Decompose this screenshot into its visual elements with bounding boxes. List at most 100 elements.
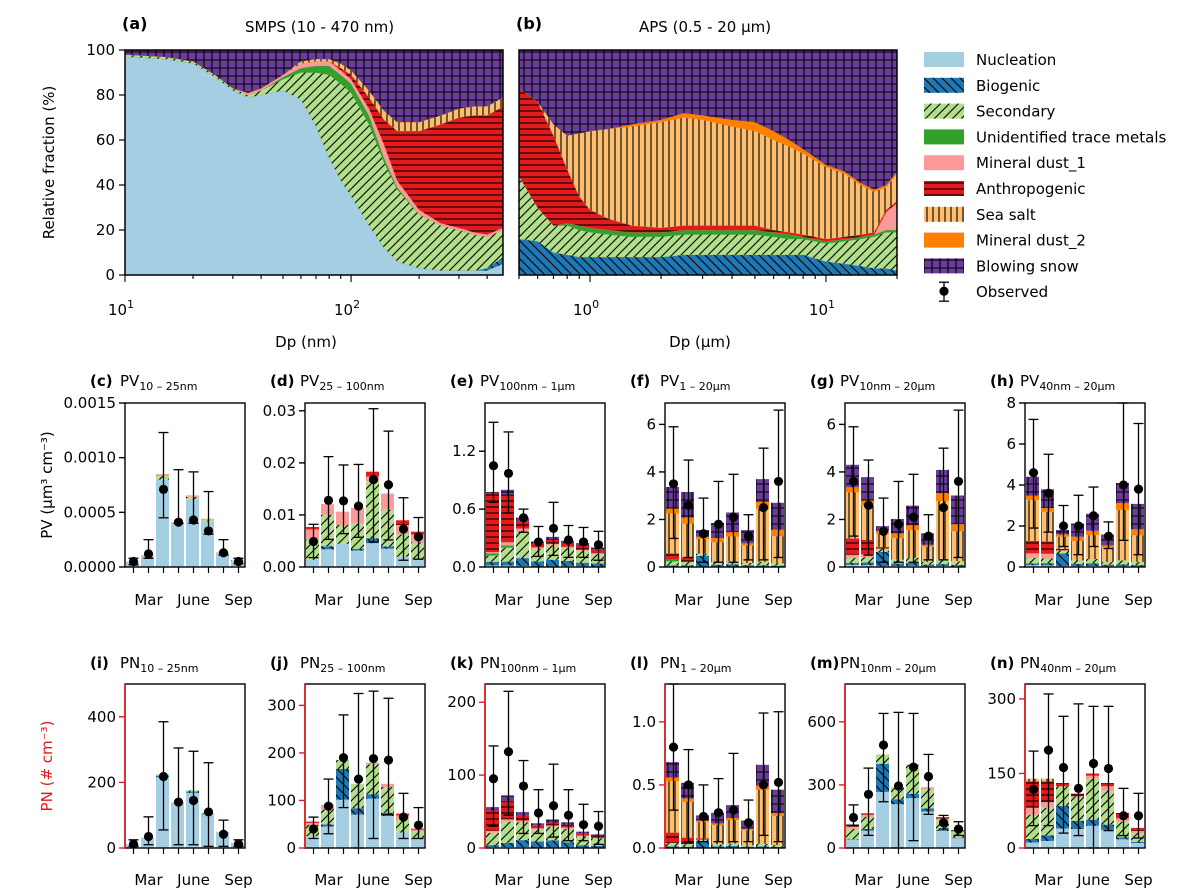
bar-segment-nucleation: [1116, 839, 1129, 848]
title-base: PV: [660, 372, 680, 390]
bar-segment-biogenic-hatch: [1026, 563, 1039, 566]
x-tick-label: June: [1076, 871, 1110, 888]
bar-segment-biogenic-hatch: [876, 763, 889, 792]
bar-segment-secondary-hatch: [156, 475, 169, 480]
title-subscript: 25 – 100nm: [320, 662, 385, 675]
bar-segment-secondary-hatch: [321, 514, 334, 547]
observed-point: [1133, 484, 1144, 494]
x-tick-label: Mar: [314, 871, 343, 888]
observed-point: [398, 812, 409, 822]
panel-title: PN10nm – 20µm: [840, 654, 936, 675]
legend-item-mineral-dust-2: Mineral dust_2: [924, 232, 1086, 251]
observed-point: [1043, 745, 1054, 755]
legend-item-mineral-dust-1: Mineral dust_1: [924, 154, 1086, 173]
bar-segment-mineral-dust-2: [741, 828, 754, 831]
bar-segment-anthropogenic-hatch: [1071, 793, 1084, 797]
bar-segment-sea-salt-hatch: [726, 820, 739, 844]
y-tick-label: 6: [826, 415, 836, 433]
legend-swatch-hatch: [924, 206, 964, 222]
bar-segment-mineral-dust-1: [846, 554, 859, 558]
bar-segment-blowing-snow-hatch: [546, 819, 559, 823]
x-tick-label: Sep: [944, 591, 972, 609]
bar-segment-mineral-dust-1: [486, 552, 499, 554]
observed-point: [1073, 783, 1084, 793]
bar-segment-anthropogenic-hatch: [1101, 783, 1114, 787]
bar-segment-biogenic-hatch: [1041, 835, 1054, 841]
title-base: PN: [840, 654, 860, 672]
bar-segment-blowing-snow-hatch: [1026, 476, 1039, 496]
observed-point: [1028, 468, 1039, 478]
bar-segment-nucleation: [381, 548, 394, 567]
bar-segment-biogenic-hatch: [1071, 820, 1084, 829]
bar-segment-sea-salt-hatch: [711, 542, 724, 563]
y-tick-label: 6: [1006, 435, 1016, 453]
bar-segment-nucleation: [876, 791, 889, 848]
bar-segment-nucleation: [396, 556, 409, 567]
legend-label: Anthropogenic: [976, 180, 1086, 198]
bar-segment-biogenic-hatch: [846, 839, 859, 840]
bar-segment-nucleation: [1026, 565, 1039, 567]
panel-label: (g): [810, 372, 834, 390]
bar-segment-blowing-snow-hatch: [771, 502, 784, 530]
bar-segment-biogenic-hatch: [906, 562, 919, 566]
panel-title: APS (0.5 - 20 µm): [639, 18, 771, 36]
observed-point: [548, 801, 559, 811]
bar-segment-secondary-hatch: [381, 787, 394, 813]
observed-point: [668, 742, 679, 752]
bar-segment-mineral-dust-2: [1026, 495, 1039, 501]
panel-c: 0.0000 0.0005 0.0010 0.0015 Mar June Sep (c) PV1…: [38, 372, 253, 609]
bar-segment-mineral-dust-1: [1101, 786, 1114, 791]
bar-segment-secondary-hatch: [696, 553, 709, 556]
legend: Nucleation Biogenic Secondary Unidentified …: [924, 51, 1166, 302]
bar-segment-blowing-snow-hatch: [561, 822, 574, 825]
bar-segment-secondary-hatch: [876, 548, 889, 552]
bar-segment-sea-salt-hatch: [711, 825, 724, 845]
panel-title: SMPS (10 - 470 nm): [245, 18, 394, 36]
panel-label: (h): [990, 372, 1014, 390]
bar-segment-biogenic-hatch: [486, 845, 499, 848]
bar-segment-nucleation: [201, 814, 214, 848]
panel-title: PV100nm – 1µm: [480, 372, 575, 393]
bar-segment-nucleation: [141, 837, 154, 848]
bar-segment-secondary-hatch: [186, 790, 199, 792]
legend-item-blowing-snow: Blowing snow: [924, 257, 1079, 275]
bar-segment-biogenic-hatch: [1101, 824, 1114, 830]
observed-point: [488, 774, 499, 784]
bar-segment-mineral-dust-2: [846, 487, 859, 493]
title-subscript: 1 – 20µm: [679, 380, 730, 393]
bar-segment-sea-salt-hatch: [756, 509, 769, 562]
bar-segment-mineral-dust-2: [771, 529, 784, 537]
legend-label: Mineral dust_2: [976, 232, 1086, 251]
observed-point: [158, 484, 169, 494]
bar-segment-sea-salt-hatch: [861, 505, 874, 540]
bar-segment-mineral-dust-2: [1056, 534, 1069, 537]
bar-segment-anthropogenic-hatch: [681, 837, 694, 845]
observed-point: [728, 512, 739, 522]
bar-segment-sea-salt-hatch: [756, 789, 769, 844]
bar-segment-secondary-hatch: [1086, 559, 1099, 564]
observed-point: [143, 831, 154, 842]
y-tick-label: 0: [1006, 839, 1016, 857]
bar-segment-secondary-hatch: [1026, 814, 1039, 839]
bar-segment-sea-salt-hatch: [696, 821, 709, 839]
panel-f: 0 2 4 6 Mar June Sep (f) PV1 – 20µm: [630, 372, 793, 609]
tick-exponent: 1: [127, 298, 134, 311]
bar-segment-mineral-dust-1: [576, 549, 589, 551]
bar-segment-mineral-dust-1: [381, 783, 394, 787]
bar-segment-mineral-dust-2: [891, 533, 904, 539]
bar-segment-biogenic-hatch: [756, 565, 769, 567]
bar-segment-anthropogenic-hatch: [861, 813, 874, 815]
observed-point: [938, 502, 949, 513]
bar-segment-mineral-dust-1: [186, 495, 199, 497]
bar-segment-mineral-dust-2: [951, 524, 964, 532]
x-tick-label: June: [356, 591, 390, 609]
y-tick-label: 100: [447, 766, 476, 784]
bar-segment-secondary-hatch: [396, 818, 409, 833]
bar-segment-mineral-dust-2: [711, 823, 724, 826]
bar-segment-nucleation: [1101, 829, 1114, 848]
bar-segment-secondary-hatch: [1131, 561, 1144, 566]
bar-segment-blowing-snow-hatch: [861, 477, 874, 501]
bar-segment-biogenic-hatch: [756, 846, 769, 848]
title-subscript: 100nm – 1µm: [500, 662, 576, 675]
observed-point: [218, 829, 229, 839]
